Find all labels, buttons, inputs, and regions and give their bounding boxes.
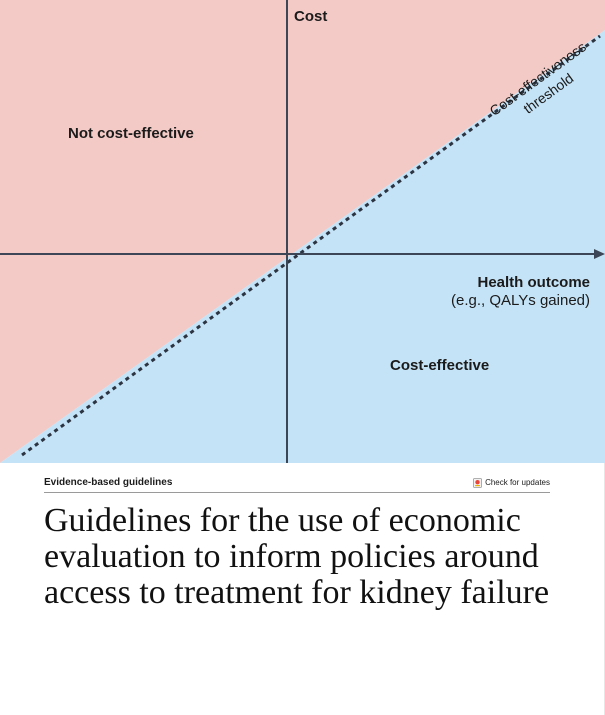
section-label: Evidence-based guidelines — [44, 477, 173, 488]
article-title-line: evaluation to inform policies around — [44, 538, 539, 575]
article-header: Evidence-based guidelines Check for upda… — [44, 463, 550, 611]
check-updates-label: Check for updates — [485, 478, 550, 487]
threshold-line — [21, 34, 601, 457]
cost-effective-label: Cost-effective — [390, 357, 489, 374]
x-axis-label: Health outcome — [477, 274, 590, 291]
section-row: Evidence-based guidelines Check for upda… — [44, 463, 550, 493]
x-axis-arrowhead — [594, 249, 605, 259]
x-axis-sublabel: (e.g., QALYs gained) — [451, 292, 590, 309]
not-cost-effective-label: Not cost-effective — [68, 125, 194, 142]
y-axis-label: Cost — [294, 8, 327, 25]
cost-effectiveness-plane: Cost Health outcome (e.g., QALYs gained)… — [0, 0, 605, 463]
article-title-line: access to treatment for kidney failure — [44, 574, 550, 611]
cost-effective-region — [0, 30, 605, 463]
article-title: Guidelines for the use of economic evalu… — [44, 503, 564, 611]
check-for-updates-button[interactable]: Check for updates — [473, 475, 550, 490]
not-cost-effective-region — [0, 0, 605, 463]
check-updates-icon — [473, 477, 482, 488]
article-title-line: Guidelines for the use of economic — [44, 502, 521, 539]
